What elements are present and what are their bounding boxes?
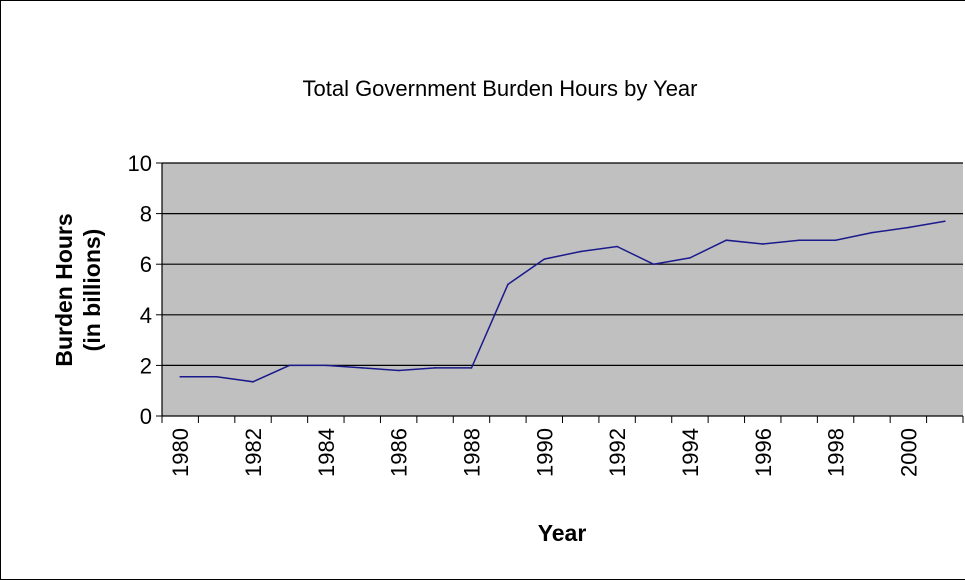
data-point	[689, 257, 691, 259]
data-point	[361, 367, 364, 369]
series-line	[180, 220, 945, 383]
data-point	[215, 375, 218, 378]
data-point	[761, 243, 764, 245]
data-point	[179, 375, 182, 378]
y-tick-label: 6	[140, 252, 152, 277]
x-axis-label: Year	[537, 520, 587, 546]
data-point	[397, 369, 400, 372]
y-tick-label: 8	[140, 202, 152, 227]
data-point	[652, 263, 655, 266]
data-point	[325, 364, 327, 367]
data-point	[543, 258, 546, 260]
x-tick-label: 1990	[532, 428, 557, 477]
x-tick-label: 1986	[387, 428, 412, 477]
y-tick-label: 0	[140, 404, 152, 429]
data-point	[434, 367, 436, 369]
x-tick-label: 1984	[314, 428, 339, 477]
data-point	[834, 239, 837, 241]
data-point	[616, 245, 618, 248]
x-tick-label: 1992	[605, 428, 630, 477]
x-tick-label: 1982	[241, 428, 266, 477]
data-point	[871, 231, 873, 234]
x-tick-label: 1980	[168, 428, 193, 477]
plot-area	[162, 163, 963, 416]
data-point	[725, 239, 728, 241]
y-tick-label: 10	[128, 151, 152, 176]
x-tick-label: 1998	[824, 428, 849, 477]
chart-title: Total Government Burden Hours by Year	[302, 76, 698, 101]
x-tick-label: 1988	[459, 428, 484, 477]
data-point	[470, 367, 473, 369]
data-point	[943, 220, 946, 222]
y-tick-label: 4	[140, 303, 152, 328]
x-tick-label: 1994	[678, 428, 703, 477]
x-tick-label: 2000	[896, 428, 921, 477]
data-point	[252, 381, 254, 383]
x-tick-label: 1996	[751, 428, 776, 477]
data-point	[798, 239, 800, 241]
data-point	[507, 283, 509, 286]
data-point	[288, 364, 291, 367]
y-tick-label: 2	[140, 353, 152, 378]
data-point	[579, 250, 582, 253]
data-point	[907, 226, 910, 229]
